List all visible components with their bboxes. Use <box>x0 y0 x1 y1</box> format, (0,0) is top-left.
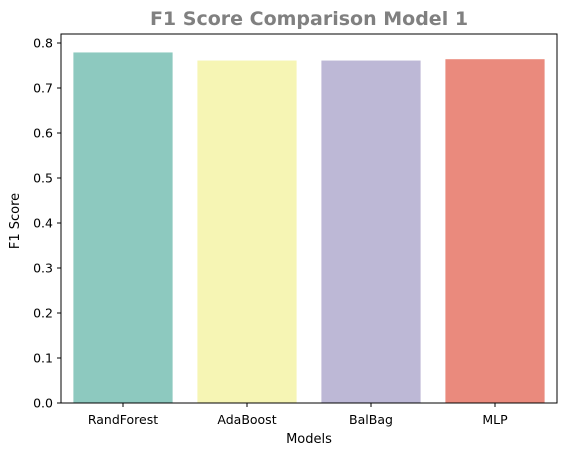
y-tick-label: 0.5 <box>33 171 53 186</box>
plot-frame <box>60 33 558 404</box>
bar-randforest <box>73 52 173 403</box>
x-tick-label: BalBag <box>349 412 393 427</box>
x-tick-label: AdaBoost <box>217 412 276 427</box>
y-axis: 0.0 0.1 0.2 0.3 0.4 0.5 0.6 0.7 0.8 <box>33 36 61 411</box>
y-axis-label: F1 Score <box>8 193 23 249</box>
y-tick-label: 0.0 <box>33 396 53 411</box>
y-tick-label: 0.3 <box>33 261 53 276</box>
y-tick-label: 0.2 <box>33 306 53 321</box>
x-axis-label: Models <box>286 432 332 447</box>
y-tick-label: 0.1 <box>33 351 53 366</box>
y-tick-label: 0.8 <box>33 36 53 51</box>
x-tick-label: RandForest <box>88 412 158 427</box>
bar-balbag <box>321 60 421 404</box>
chart-title: F1 Score Comparison Model 1 <box>150 8 468 30</box>
x-tick-label: MLP <box>482 412 508 427</box>
y-tick-label: 0.7 <box>33 81 53 96</box>
bar-adaboost <box>197 60 297 404</box>
y-tick-label: 0.6 <box>33 126 53 141</box>
bar-mlp <box>445 59 545 403</box>
bars-group <box>73 52 545 404</box>
y-tick-label: 0.4 <box>33 216 53 231</box>
x-axis: RandForest AdaBoost BalBag MLP <box>88 403 508 427</box>
